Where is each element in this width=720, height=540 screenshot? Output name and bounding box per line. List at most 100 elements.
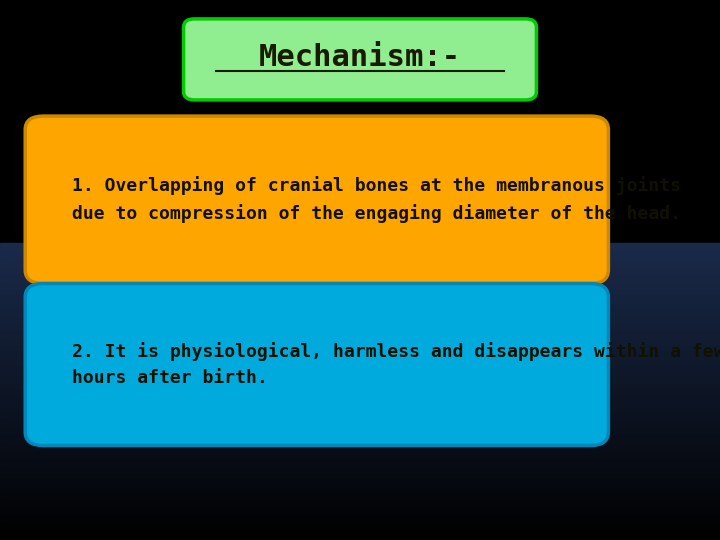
Bar — [0, 421, 720, 424]
Bar — [0, 528, 720, 531]
Bar — [0, 510, 720, 513]
FancyBboxPatch shape — [25, 284, 608, 446]
Bar — [0, 397, 720, 401]
Bar — [0, 477, 720, 481]
FancyBboxPatch shape — [25, 116, 608, 284]
Bar — [0, 362, 720, 365]
Bar — [0, 281, 720, 285]
Bar — [0, 382, 720, 386]
Bar — [0, 338, 720, 341]
Bar — [0, 255, 720, 258]
Bar — [0, 439, 720, 442]
Bar — [0, 427, 720, 430]
Bar — [0, 365, 720, 368]
Bar — [0, 368, 720, 370]
Bar — [0, 463, 720, 465]
Bar — [0, 406, 720, 409]
Bar — [0, 243, 720, 246]
Bar — [0, 433, 720, 436]
Bar — [0, 409, 720, 413]
Bar — [0, 489, 720, 492]
Bar — [0, 380, 720, 382]
Bar — [0, 264, 720, 267]
Bar — [0, 472, 720, 475]
Bar — [0, 448, 720, 451]
Bar — [0, 484, 720, 487]
Bar — [0, 311, 720, 314]
Bar — [0, 341, 720, 344]
Bar — [0, 492, 720, 496]
Bar — [0, 356, 720, 359]
Bar — [0, 413, 720, 415]
Bar — [0, 275, 720, 279]
Bar — [0, 498, 720, 501]
Bar — [0, 353, 720, 356]
Bar — [0, 525, 720, 528]
Bar — [0, 534, 720, 537]
Bar — [0, 305, 720, 308]
Bar — [0, 451, 720, 454]
Bar — [0, 469, 720, 472]
Bar — [0, 403, 720, 406]
Bar — [0, 389, 720, 392]
Bar — [0, 332, 720, 335]
Bar — [0, 504, 720, 508]
Bar — [0, 465, 720, 469]
Bar — [0, 501, 720, 504]
Bar — [0, 516, 720, 519]
Bar — [0, 273, 720, 275]
Bar — [0, 347, 720, 350]
Bar — [0, 258, 720, 261]
Text: Mechanism:-: Mechanism:- — [259, 43, 461, 72]
Bar — [0, 252, 720, 255]
Bar — [0, 430, 720, 433]
Bar — [0, 249, 720, 252]
FancyBboxPatch shape — [184, 19, 536, 100]
Bar — [0, 424, 720, 427]
Bar — [0, 481, 720, 484]
Bar — [0, 279, 720, 281]
Bar — [0, 457, 720, 460]
Bar — [0, 460, 720, 463]
Bar — [0, 299, 720, 302]
Bar — [0, 329, 720, 332]
Bar — [0, 513, 720, 516]
Bar — [0, 350, 720, 353]
Bar — [0, 418, 720, 421]
Bar — [0, 293, 720, 296]
Bar — [0, 370, 720, 374]
Bar — [0, 302, 720, 305]
Bar — [0, 317, 720, 320]
Bar — [0, 415, 720, 418]
Bar — [0, 308, 720, 311]
Bar — [0, 487, 720, 489]
Bar — [0, 344, 720, 347]
Bar — [0, 475, 720, 477]
Bar — [0, 496, 720, 498]
Bar — [0, 436, 720, 439]
Bar — [0, 323, 720, 326]
Bar — [0, 246, 720, 249]
Bar — [0, 392, 720, 394]
Bar — [0, 537, 720, 540]
Bar — [0, 267, 720, 269]
Text: 2. It is physiological, harmless and disappears within a few
hours after birth.: 2. It is physiological, harmless and dis… — [72, 342, 720, 387]
Bar — [0, 519, 720, 522]
Bar — [0, 269, 720, 273]
Bar — [0, 386, 720, 388]
Bar — [0, 291, 720, 293]
Text: 1. Overlapping of cranial bones at the membranous joints
due to compression of t: 1. Overlapping of cranial bones at the m… — [72, 177, 681, 223]
Bar — [0, 400, 720, 403]
Bar — [0, 508, 720, 510]
Bar — [0, 454, 720, 457]
Bar — [0, 335, 720, 338]
Bar — [0, 374, 720, 377]
Bar — [0, 359, 720, 362]
Bar — [0, 531, 720, 534]
Bar — [0, 326, 720, 329]
Bar — [0, 377, 720, 380]
Bar — [0, 320, 720, 323]
Bar — [0, 296, 720, 299]
Bar — [0, 261, 720, 264]
Bar — [0, 445, 720, 448]
